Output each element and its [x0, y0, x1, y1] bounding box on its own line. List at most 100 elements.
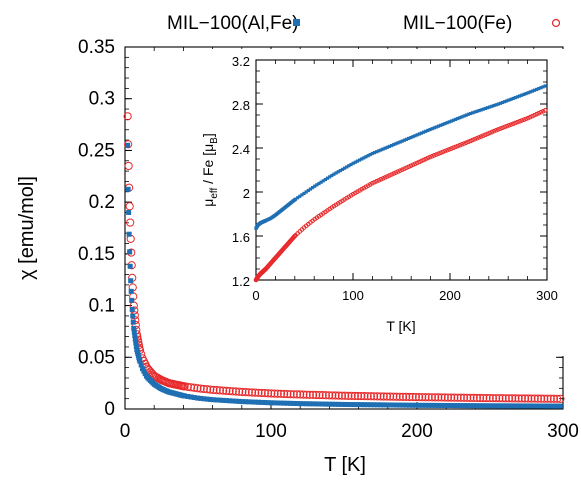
- inset-series-1-point-154: [488, 105, 492, 109]
- inset-series-1-point-144: [466, 112, 470, 116]
- inset-series-2-point-166: [513, 120, 518, 126]
- main-series-1-point-62: [194, 395, 200, 401]
- main-series-1-point-149: [474, 403, 480, 409]
- main-series-2-point-115: [363, 392, 372, 401]
- main-series-2-point-86: [270, 389, 279, 398]
- main-series-1-point-70: [220, 397, 226, 403]
- main-series-1-point-101: [320, 401, 326, 407]
- main-series-1-point-58: [182, 393, 188, 399]
- inset-series-1-point-128: [432, 126, 436, 130]
- main-series-2-point-158: [501, 394, 510, 403]
- main-series-2-point-125: [395, 392, 404, 401]
- inset-series-1-point-134: [445, 121, 449, 125]
- main-series-1-point-86: [272, 400, 278, 406]
- inset-series-1-point-121: [417, 132, 421, 136]
- inset-series-1-point-155: [490, 104, 494, 108]
- main-series-2-point-63: [196, 384, 205, 393]
- inset-series-1-point-70: [308, 187, 313, 191]
- inset-ytick-label-5: 3.2: [232, 54, 250, 69]
- main-series-2-point-123: [389, 392, 398, 401]
- inset-series-2-point-158: [495, 127, 501, 132]
- inset-series-1-point-117: [409, 135, 413, 140]
- main-series-2-point-119: [376, 392, 385, 401]
- main-series-2-point-113: [357, 391, 366, 401]
- inset-series-1-point-125: [426, 128, 430, 133]
- main-series-2-point-84: [263, 389, 273, 398]
- inset-series-2-point-127: [429, 153, 435, 159]
- main-series-2-point-162: [514, 394, 523, 403]
- main-series-1-point-116: [368, 402, 374, 408]
- inset-series-1-point-95: [362, 156, 366, 160]
- inset-series-1-point-107: [387, 144, 392, 149]
- main-series-1-point-93: [294, 401, 300, 407]
- main-series-2-point-163: [517, 394, 526, 403]
- inset-series-2-point-152: [483, 132, 488, 138]
- inset-ytick-label-2: 2: [243, 186, 250, 201]
- main-series-2-point-168: [533, 394, 542, 403]
- main-ytick-label-2: 0.1: [89, 296, 115, 317]
- inset-series-1-point-176: [535, 87, 539, 92]
- main-series-2-point-100: [315, 390, 324, 400]
- inset-series-1-point-72: [313, 184, 317, 188]
- main-series-2-point-167: [530, 394, 539, 403]
- inset-series-1-point-174: [530, 89, 535, 93]
- inset-series-1-point-116: [407, 136, 411, 141]
- main-series-1-point-139: [442, 402, 448, 408]
- main-series-1-point-162: [516, 403, 522, 409]
- main-series-2-point-66: [206, 385, 215, 394]
- main-series-1-point-15: [132, 336, 138, 342]
- main-series-2-point-99: [312, 390, 321, 400]
- inset-series-2-point-154: [487, 130, 493, 136]
- main-ytick-label-4: 0.2: [89, 192, 115, 213]
- inset-series-1-point-177: [537, 86, 541, 91]
- main-x-axis-label: T [K]: [324, 454, 366, 476]
- main-series-2-point-149: [472, 393, 481, 403]
- legend-marker-series-2: [551, 18, 561, 28]
- inset-series-1-point-74: [317, 181, 321, 186]
- main-series-1-point-115: [365, 402, 371, 408]
- legend-label-series-1: MIL−100(Al,Fe): [167, 13, 298, 34]
- main-series-1-point-132: [419, 402, 425, 408]
- main-series-2-point-132: [418, 393, 427, 402]
- main-series-2-point-112: [353, 391, 363, 401]
- main-series-1-point-169: [538, 403, 544, 409]
- main-series-2-point-143: [453, 393, 462, 402]
- inset-series-1-point-136: [449, 119, 453, 123]
- inset-series-1-point-102: [377, 149, 381, 153]
- main-series-1-point-79: [249, 399, 255, 405]
- inset-series-2-point-138: [453, 144, 458, 150]
- inset-series-2-point-170: [521, 117, 527, 123]
- inset-series-2-point-133: [442, 148, 448, 154]
- main-series-1-point-88: [278, 400, 284, 406]
- main-series-1-point-108: [342, 401, 348, 407]
- inset-series-1-point-73: [315, 183, 319, 187]
- main-series-1-point-120: [381, 402, 387, 408]
- main-series-1-point-147: [467, 403, 473, 409]
- inset-xtick-label-1: 100: [342, 288, 364, 303]
- inset-series-2-point-165: [510, 121, 516, 127]
- inset-series-1-point-79: [328, 175, 332, 179]
- main-series-2-point-82: [257, 388, 266, 398]
- main-series-1-point-113: [358, 402, 364, 408]
- inset-series-1-point-109: [392, 143, 396, 147]
- inset-series-1-point-124: [424, 129, 428, 133]
- main-series-1-point-121: [384, 402, 390, 408]
- main-series-1-point-77: [243, 399, 249, 405]
- inset-axes: 0 100 200 300 1.2 1.6 2 2.4 2.8 3.2: [232, 54, 558, 303]
- inset-series-1-point-149: [477, 109, 481, 113]
- main-series-2-point-59: [183, 382, 192, 391]
- inset-series-1-point-129: [434, 125, 438, 129]
- main-series-2-point-4: [125, 202, 134, 211]
- main-series-1-point-118: [374, 402, 380, 408]
- main-series-2-point-110: [347, 391, 356, 401]
- inset-series-1-point-66: [300, 193, 304, 197]
- legend-marker-series-1: [293, 19, 300, 26]
- main-series-2-point-137: [434, 393, 443, 402]
- inset-series-2-point-164: [508, 122, 514, 127]
- main-series-1-point-72: [227, 398, 233, 404]
- inset-series-2-point-145: [468, 138, 473, 144]
- inset-xtick-label-2: 200: [439, 288, 461, 303]
- inset-series-1-point-171: [524, 92, 528, 96]
- main-ytick-label-0: 0: [104, 399, 115, 420]
